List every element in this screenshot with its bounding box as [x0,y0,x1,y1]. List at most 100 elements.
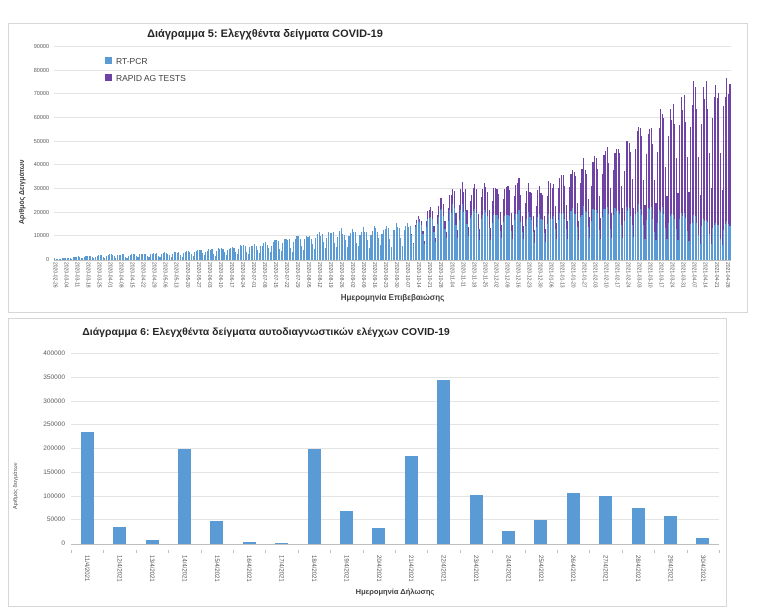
rtpcr-segment [606,206,608,260]
rtpcr-segment [515,214,517,260]
rtpcr-segment [384,228,386,260]
rtpcr-segment [573,213,575,260]
stacked-bar [570,173,572,260]
rtpcr-segment [718,224,720,260]
rtpcr-segment [567,238,569,260]
stacked-bar [168,255,171,260]
stacked-bar [436,215,438,260]
rtpcr-segment [420,225,422,260]
x-tick-label: 2020-05-06 [161,262,168,288]
x-tick-label: 17/4/2021 [277,555,284,582]
rtpcr-segment [594,209,596,260]
stacked-bar [658,127,660,260]
rtpcr-segment [156,253,158,260]
rtpcr-segment [309,235,311,260]
x-tick-label: 2020-12-09 [503,262,510,288]
rtpcr-segment [113,256,115,260]
stacked-bar [412,243,415,260]
stacked-bar [435,238,437,260]
rtpcr-segment [205,252,207,260]
rtpcr-segment [61,258,63,260]
stacked-bar [172,253,174,260]
x-tick-label: 2020-10-14 [415,262,422,288]
stacked-bar [96,255,98,260]
stacked-bar [194,251,196,260]
rtpcr-segment [153,253,155,260]
stacked-bar [373,225,375,260]
rtpcr-segment [658,209,660,260]
y-tick-label: 300000 [43,397,65,405]
rtpcr-segment [461,204,463,260]
stacked-bar [192,255,194,260]
rtpcr-segment [343,235,345,260]
rtpcr-segment [488,227,490,260]
stacked-bar [99,254,101,260]
rtpcr-segment [214,255,216,260]
stacked-bar [239,245,241,260]
rtpcr-segment [359,234,361,260]
stacked-bar [252,245,254,260]
rtpcr-segment [523,239,525,260]
stacked-bar [446,232,448,260]
stacked-bar [672,104,674,260]
rtpcr-segment [367,240,369,260]
rtpcr-segment [641,215,643,260]
y-tick-label: 90000 [33,44,49,50]
stacked-bar [464,189,467,260]
y-tick-label: 60000 [33,115,49,121]
rtpcr-segment [194,251,196,260]
stacked-bar [151,253,153,260]
rtpcr-segment [288,239,290,260]
stacked-bar [296,235,298,260]
rtpcr-segment [524,226,526,260]
rtpcr-segment [320,235,322,260]
rtpcr-segment [598,230,600,260]
rtpcr-segment [425,227,427,260]
stacked-bar [537,190,539,260]
rtpcr-segment [362,227,364,260]
stacked-bar [342,234,344,260]
rtpcr-segment [220,248,222,260]
stacked-bar [338,230,341,260]
stacked-bar [463,191,465,260]
rtpcr-segment [222,248,224,260]
x-tick-label: 2020-07-08 [260,262,267,288]
chart6-y-tick-labels: 0 50000 100000 150000 200000 250000 300000 3500… [23,350,67,547]
stacked-bar [639,128,641,260]
stacked-bar [381,234,383,260]
stacked-bar [167,253,169,260]
x-tick-label: 2021-02-17 [613,262,620,288]
stacked-bar [242,245,245,260]
rtpcr-segment [135,256,137,260]
rtpcr-segment [694,216,696,260]
rtpcr-segment [458,219,460,260]
stacked-bar [622,208,624,260]
stacked-bar [326,237,328,260]
stacked-bar [101,255,103,260]
x-tick-label: 2020-12-23 [525,262,532,288]
stacked-bar [206,250,208,260]
stacked-bar [143,253,145,260]
rtpcr-segment [627,210,629,260]
x-tick-label: 21/4/2021 [407,555,414,582]
rtpcr-segment [663,214,665,260]
rtpcr-segment [625,206,627,260]
stacked-bar [178,252,180,260]
rtpcr-segment [83,256,85,260]
legend-item-rtpcr: RT-PCR [105,52,186,69]
stacked-bar [704,99,706,260]
stacked-bar [104,257,106,260]
x-tick-label: 2020-05-13 [172,262,179,288]
rtpcr-segment [518,209,520,260]
selftest-bar [501,530,515,544]
rtpcr-segment [121,254,123,260]
stacked-bar [515,185,517,260]
rtpcr-segment [668,223,670,260]
stacked-bar [126,257,128,260]
x-tick-label: 2020-06-17 [227,262,234,288]
rtpcr-segment [241,246,243,260]
stacked-bar [94,256,97,260]
stacked-bar [134,254,136,260]
stacked-bar [334,242,336,260]
rtpcr-segment [365,232,367,260]
